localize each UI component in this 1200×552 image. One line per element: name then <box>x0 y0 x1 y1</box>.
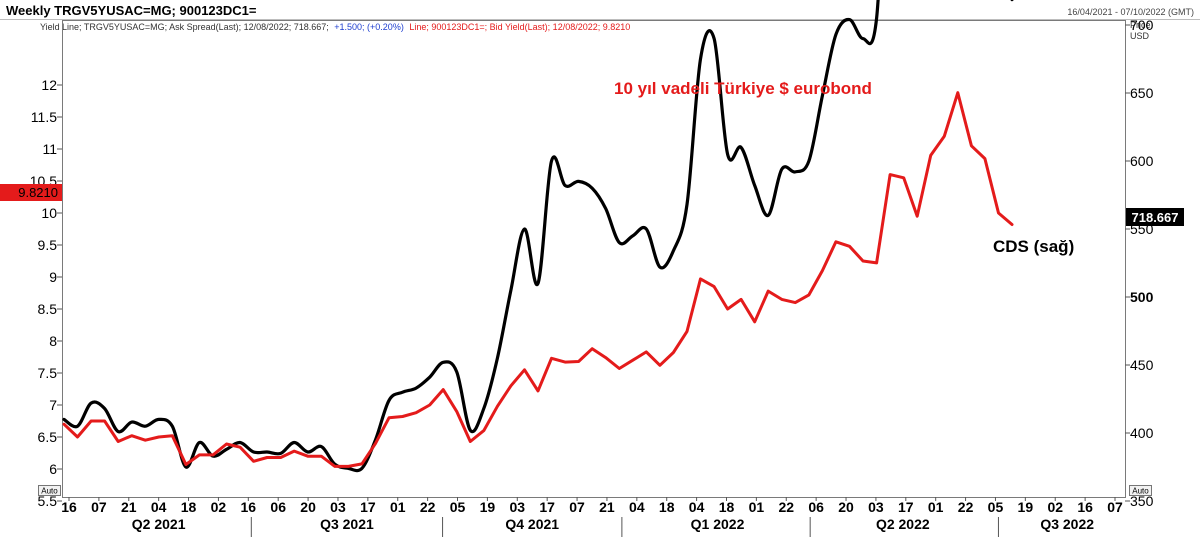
right-axis-title: Price <box>1130 20 1151 30</box>
eurobond-yield-series-line <box>62 91 1014 468</box>
right-axis-tick-label: 600 <box>1130 153 1154 169</box>
series-layer <box>62 0 1014 473</box>
x-axis-tick-label: 18 <box>659 499 675 515</box>
x-axis-tick-label: 16 <box>61 499 77 515</box>
right-axis-tick-label: 450 <box>1130 357 1154 373</box>
quarter-label: Q3 2022 <box>1040 516 1094 532</box>
x-axis-tick-label: 01 <box>390 499 406 515</box>
x-axis-tick-label: 16 <box>1077 499 1093 515</box>
x-axis-tick-label: 17 <box>898 499 914 515</box>
x-axis-tick-label: 06 <box>270 499 286 515</box>
x-axis-tick-label: 04 <box>151 499 167 515</box>
x-axis-tick-label: 07 <box>91 499 107 515</box>
right-axis-tick-label: 650 <box>1130 85 1154 101</box>
left-axis-tick-label: 6 <box>49 461 57 477</box>
x-axis-tick-label: 19 <box>480 499 496 515</box>
chart-title: Weekly TRGV5YUSAC=MG; 900123DC1= <box>6 3 257 18</box>
yield-last-value: 9.8210 <box>18 185 58 200</box>
series-legend: Line; TRGV5YUSAC=MG; Ask Spread(Last); 1… <box>62 22 630 32</box>
right-axis-tick-label: 700 <box>1130 17 1154 33</box>
x-axis-tick-label: 18 <box>181 499 197 515</box>
left-axis-tick-label: 8 <box>49 333 57 349</box>
x-axis-tick-label: 01 <box>749 499 765 515</box>
x-axis-tick-label: 22 <box>420 499 436 515</box>
x-axis-tick-label: 19 <box>1018 499 1034 515</box>
x-axis-tick-label: 17 <box>539 499 555 515</box>
left-axis-tick-label: 7.5 <box>38 365 58 381</box>
x-axis-tick-label: 03 <box>330 499 346 515</box>
left-axis-tick-label: 10 <box>41 205 57 221</box>
x-axis-tick-label: 02 <box>211 499 227 515</box>
x-axis-tick-label: 07 <box>569 499 585 515</box>
x-axis-tick-label: 03 <box>509 499 525 515</box>
x-axis-tick-label: 01 <box>928 499 944 515</box>
left-axis-tick-label: 11.5 <box>31 109 57 125</box>
eurobond-annotation: 10 yıl vadeli Türkiye $ eurobond <box>614 79 872 98</box>
left-axis-tick-label: 12 <box>41 77 57 93</box>
x-axis-tick-label: 17 <box>360 499 376 515</box>
x-axis-tick-label: 02 <box>1047 499 1063 515</box>
x-axis-tick-label: 05 <box>988 499 1004 515</box>
auto-scale-left-button[interactable]: Auto <box>38 485 61 496</box>
left-axis-tick-label: 9 <box>49 269 57 285</box>
cds-annotation: CDS (sağ) <box>993 237 1074 256</box>
left-axis-tick-label: 11 <box>42 141 57 157</box>
quarter-label: Q2 2022 <box>876 516 930 532</box>
x-axis-tick-label: 05 <box>450 499 466 515</box>
x-axis-tick-label: 06 <box>808 499 824 515</box>
right-axis-unit: USD <box>1130 31 1150 41</box>
auto-scale-right-button[interactable]: Auto <box>1129 485 1152 496</box>
quarter-label: Q2 2021 <box>132 516 186 532</box>
left-axis-tick-label: 5.5 <box>38 493 58 509</box>
x-axis-tick-label: 21 <box>599 499 615 515</box>
x-axis-tick-label: 20 <box>300 499 316 515</box>
x-axis-tick-label: 22 <box>778 499 794 515</box>
x-axis-tick-label: 03 <box>868 499 884 515</box>
date-range: 16/04/2021 - 07/10/2022 (GMT) <box>1067 7 1194 17</box>
x-axis-tick-label: 07 <box>1107 499 1123 515</box>
legend-cds-change: +1.500; (+0.20%) <box>334 22 404 32</box>
cds-last-value-tag: 718.667 <box>1126 208 1184 226</box>
right-axis-tick-label: 350 <box>1130 493 1154 509</box>
auto-scale-left-label: Auto <box>41 487 58 496</box>
yield-last-value-tag: 9.8210 <box>0 184 62 201</box>
auto-scale-right-label: Auto <box>1132 487 1149 496</box>
quarter-label: Q1 2022 <box>691 516 745 532</box>
legend-yield-text: Line; 900123DC1=; Bid Yield(Last); 12/08… <box>409 22 630 32</box>
x-axis: 16 07 21 04 18 02 16 06 20 03 17 01 22 05 19 03 17 07 21 04… <box>61 497 1123 537</box>
x-axis-tick-label: 22 <box>958 499 974 515</box>
left-axis-unit: Yield <box>40 22 60 32</box>
x-axis-tick-label: 04 <box>629 499 645 515</box>
right-axis-tick-label: 400 <box>1130 425 1154 441</box>
left-axis-tick-label: 9.5 <box>38 237 58 253</box>
plot-frame <box>62 20 1126 498</box>
cds-series-line <box>62 0 1014 473</box>
left-axis-tick-label: 7 <box>49 397 57 413</box>
right-axis-tick-label: 500 <box>1130 289 1154 305</box>
legend-cds-text: Line; TRGV5YUSAC=MG; Ask Spread(Last); 1… <box>62 22 329 32</box>
x-axis-tick-label: 20 <box>838 499 854 515</box>
cds-last-value: 718.667 <box>1132 210 1179 225</box>
left-axis-tick-label: 8.5 <box>38 301 58 317</box>
quarter-label: Q3 2021 <box>320 516 374 532</box>
x-axis-tick-label: 21 <box>121 499 137 515</box>
x-axis-tick-label: 04 <box>689 499 705 515</box>
x-axis-tick-label: 18 <box>719 499 735 515</box>
quarter-label: Q4 2021 <box>505 516 559 532</box>
x-axis-tick-label: 16 <box>241 499 257 515</box>
left-axis-tick-label: 6.5 <box>38 429 58 445</box>
